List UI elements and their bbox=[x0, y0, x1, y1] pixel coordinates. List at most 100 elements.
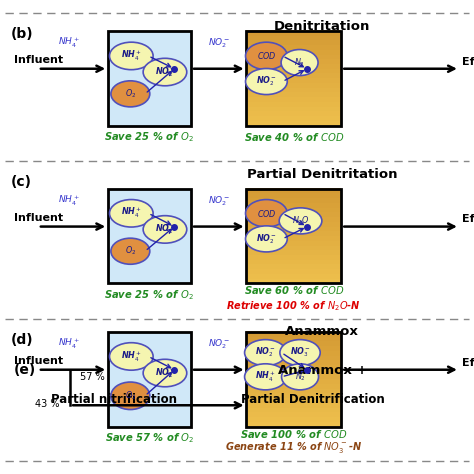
Text: $COD$: $COD$ bbox=[256, 208, 276, 219]
Text: $NO_2^-$: $NO_2^-$ bbox=[208, 194, 230, 208]
Text: NH$_4^+$: NH$_4^+$ bbox=[121, 206, 142, 220]
FancyBboxPatch shape bbox=[246, 336, 341, 341]
FancyBboxPatch shape bbox=[246, 82, 341, 88]
Ellipse shape bbox=[109, 42, 153, 70]
FancyBboxPatch shape bbox=[246, 278, 341, 283]
FancyBboxPatch shape bbox=[246, 92, 341, 97]
FancyBboxPatch shape bbox=[246, 264, 341, 269]
FancyBboxPatch shape bbox=[246, 49, 341, 55]
FancyBboxPatch shape bbox=[246, 331, 341, 337]
Text: NO$_2^-$: NO$_2^-$ bbox=[256, 232, 277, 246]
Text: Generate 11 % of $NO_3^-$-N: Generate 11 % of $NO_3^-$-N bbox=[225, 440, 363, 456]
Text: (e): (e) bbox=[13, 363, 36, 377]
Text: $N_2$: $N_2$ bbox=[294, 56, 305, 69]
Text: NO$_2^-$: NO$_2^-$ bbox=[155, 223, 175, 236]
FancyBboxPatch shape bbox=[246, 250, 341, 255]
FancyBboxPatch shape bbox=[246, 116, 341, 121]
FancyBboxPatch shape bbox=[246, 212, 341, 217]
Text: NO$_2^-$: NO$_2^-$ bbox=[255, 346, 276, 359]
Text: Denitritation: Denitritation bbox=[274, 19, 371, 33]
FancyBboxPatch shape bbox=[246, 106, 341, 111]
Text: (d): (d) bbox=[10, 333, 33, 347]
FancyBboxPatch shape bbox=[246, 383, 341, 389]
FancyBboxPatch shape bbox=[246, 30, 341, 36]
FancyBboxPatch shape bbox=[246, 407, 341, 412]
FancyBboxPatch shape bbox=[246, 379, 341, 384]
FancyBboxPatch shape bbox=[246, 259, 341, 264]
FancyBboxPatch shape bbox=[246, 355, 341, 360]
Text: (b): (b) bbox=[10, 27, 33, 41]
Text: Save 25 % of $O_2$: Save 25 % of $O_2$ bbox=[104, 288, 194, 302]
Text: NH$_4^+$: NH$_4^+$ bbox=[121, 49, 142, 63]
FancyBboxPatch shape bbox=[246, 346, 341, 351]
FancyBboxPatch shape bbox=[108, 189, 191, 283]
Text: $NH_4^+$: $NH_4^+$ bbox=[58, 36, 80, 50]
FancyBboxPatch shape bbox=[246, 202, 341, 208]
Text: Save 60 % of $COD$: Save 60 % of $COD$ bbox=[244, 284, 344, 296]
Text: $COD$: $COD$ bbox=[256, 50, 276, 62]
Text: Save 57 % of $O_2$: Save 57 % of $O_2$ bbox=[105, 431, 194, 446]
FancyBboxPatch shape bbox=[246, 78, 341, 83]
FancyBboxPatch shape bbox=[246, 87, 341, 92]
Text: $NH_4^+$: $NH_4^+$ bbox=[58, 193, 80, 208]
FancyBboxPatch shape bbox=[246, 236, 341, 241]
Ellipse shape bbox=[111, 81, 150, 107]
FancyBboxPatch shape bbox=[246, 217, 341, 222]
Ellipse shape bbox=[279, 208, 322, 234]
Text: Effluent: Effluent bbox=[462, 56, 474, 67]
Text: NO$_2^-$: NO$_2^-$ bbox=[155, 65, 175, 79]
Text: NH$_4^+$: NH$_4^+$ bbox=[121, 349, 142, 364]
FancyBboxPatch shape bbox=[246, 388, 341, 393]
Text: Anammox +: Anammox + bbox=[278, 365, 367, 377]
FancyBboxPatch shape bbox=[246, 73, 341, 78]
Text: NH$_4^+$: NH$_4^+$ bbox=[255, 370, 276, 384]
Text: Anammox: Anammox bbox=[285, 325, 359, 338]
FancyBboxPatch shape bbox=[246, 54, 341, 59]
FancyBboxPatch shape bbox=[246, 226, 341, 231]
FancyBboxPatch shape bbox=[246, 255, 341, 260]
Text: Save 25 % of $O_2$: Save 25 % of $O_2$ bbox=[104, 130, 194, 145]
Ellipse shape bbox=[245, 339, 286, 366]
FancyBboxPatch shape bbox=[246, 111, 341, 116]
Ellipse shape bbox=[143, 216, 187, 243]
FancyBboxPatch shape bbox=[246, 188, 341, 193]
Ellipse shape bbox=[143, 359, 187, 387]
Text: Partial nitrification: Partial nitrification bbox=[51, 393, 177, 406]
Text: $NO_2^-$: $NO_2^-$ bbox=[208, 36, 230, 50]
Text: 43 %: 43 % bbox=[35, 399, 60, 409]
FancyBboxPatch shape bbox=[246, 45, 341, 50]
FancyBboxPatch shape bbox=[246, 350, 341, 356]
FancyBboxPatch shape bbox=[108, 31, 191, 126]
FancyBboxPatch shape bbox=[246, 341, 341, 346]
Ellipse shape bbox=[109, 343, 153, 370]
Ellipse shape bbox=[280, 339, 320, 366]
Text: $O_2$: $O_2$ bbox=[125, 390, 136, 402]
FancyBboxPatch shape bbox=[246, 207, 341, 212]
Ellipse shape bbox=[109, 200, 153, 227]
FancyBboxPatch shape bbox=[246, 231, 341, 236]
Text: $N_2O$: $N_2O$ bbox=[292, 215, 310, 227]
Ellipse shape bbox=[282, 364, 319, 390]
Text: Partial Denitritation: Partial Denitritation bbox=[247, 168, 398, 181]
Text: Save 100 % of $COD$: Save 100 % of $COD$ bbox=[240, 428, 347, 440]
FancyBboxPatch shape bbox=[246, 68, 341, 73]
Ellipse shape bbox=[246, 68, 287, 95]
FancyBboxPatch shape bbox=[246, 221, 341, 227]
Ellipse shape bbox=[246, 226, 287, 252]
FancyBboxPatch shape bbox=[246, 402, 341, 408]
FancyBboxPatch shape bbox=[246, 417, 341, 422]
Text: Save 40 % of $COD$: Save 40 % of $COD$ bbox=[244, 131, 344, 144]
FancyBboxPatch shape bbox=[246, 365, 341, 370]
Ellipse shape bbox=[111, 382, 150, 410]
Text: Influent: Influent bbox=[14, 356, 64, 366]
Ellipse shape bbox=[143, 58, 187, 86]
FancyBboxPatch shape bbox=[246, 193, 341, 198]
Text: Influent: Influent bbox=[14, 213, 64, 223]
FancyBboxPatch shape bbox=[246, 245, 341, 250]
Text: $NH_4^+$: $NH_4^+$ bbox=[58, 337, 80, 351]
Ellipse shape bbox=[245, 364, 286, 390]
Text: NO$_2^-$: NO$_2^-$ bbox=[155, 366, 175, 380]
Text: Influent: Influent bbox=[14, 55, 64, 65]
FancyBboxPatch shape bbox=[246, 412, 341, 417]
FancyBboxPatch shape bbox=[246, 40, 341, 45]
